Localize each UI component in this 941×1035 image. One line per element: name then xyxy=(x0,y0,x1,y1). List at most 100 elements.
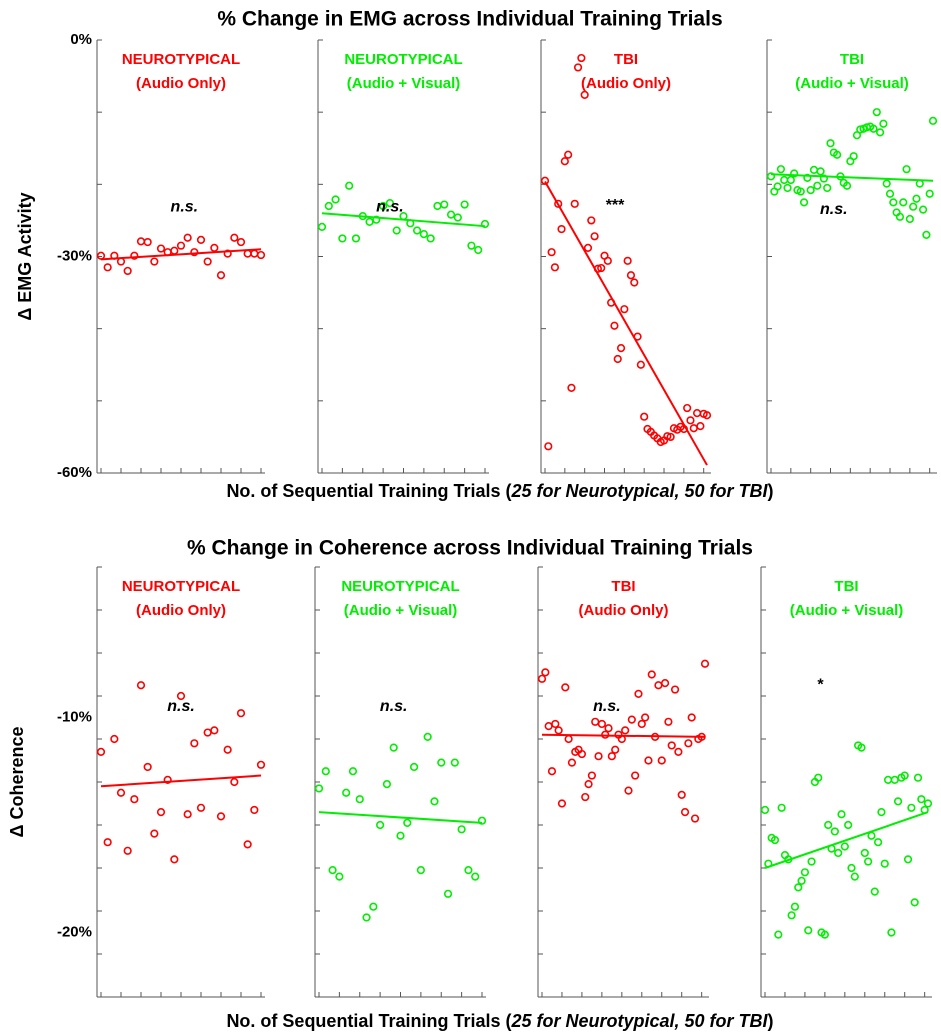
panel-label-group: TBI xyxy=(614,51,638,68)
data-point xyxy=(389,743,398,752)
data-point xyxy=(833,150,842,159)
data-point xyxy=(870,887,879,896)
coherence-chart: % Change in Coherence across Individual … xyxy=(7,537,933,1031)
data-point xyxy=(905,214,914,224)
data-point xyxy=(928,116,938,125)
data-point xyxy=(641,713,650,722)
data-point xyxy=(480,219,490,229)
data-point xyxy=(236,237,246,247)
significance-label: n.s. xyxy=(820,201,848,218)
data-point xyxy=(314,784,324,793)
data-point xyxy=(670,685,680,694)
data-point xyxy=(321,767,330,776)
data-point xyxy=(689,424,698,433)
data-point xyxy=(150,829,159,838)
data-point xyxy=(849,152,858,161)
data-point xyxy=(547,248,556,257)
data-point xyxy=(351,234,361,243)
data-point xyxy=(786,175,795,185)
data-point xyxy=(355,795,364,804)
data-point xyxy=(170,855,179,864)
data-point xyxy=(210,726,219,735)
trend-line xyxy=(544,180,708,466)
data-point xyxy=(823,183,832,193)
data-point xyxy=(541,668,550,677)
data-point xyxy=(196,235,206,245)
data-point xyxy=(864,857,873,866)
data-point xyxy=(637,719,646,729)
coherence-panel-4: TBI (Audio + Visual) * xyxy=(760,566,933,998)
data-point xyxy=(806,186,815,195)
data-point xyxy=(190,739,199,748)
data-point xyxy=(250,805,259,815)
data-point xyxy=(136,681,146,690)
data-point xyxy=(607,752,616,761)
data-point xyxy=(907,803,916,812)
data-point xyxy=(663,432,672,441)
data-point xyxy=(587,771,596,780)
data-point xyxy=(143,237,152,247)
data-point xyxy=(443,889,453,898)
data-point xyxy=(813,181,822,190)
data-point xyxy=(597,263,606,273)
data-point xyxy=(453,213,462,222)
data-point xyxy=(770,835,780,845)
data-point xyxy=(176,691,186,701)
panel-label-condition: (Audio + Visual) xyxy=(347,75,461,92)
data-point xyxy=(437,758,446,767)
data-point xyxy=(630,278,639,287)
coherence-y-axis-label: Δ Coherence xyxy=(7,727,27,838)
data-point xyxy=(580,90,589,99)
data-point xyxy=(912,194,921,203)
data-point xyxy=(857,743,866,752)
data-point xyxy=(385,198,395,208)
data-point xyxy=(328,866,337,875)
significance-label: n.s. xyxy=(167,698,195,715)
data-point xyxy=(847,863,856,873)
data-point xyxy=(819,174,828,183)
data-point xyxy=(910,898,919,907)
data-point xyxy=(450,758,459,767)
data-point xyxy=(657,756,666,765)
data-point xyxy=(156,807,166,817)
data-point xyxy=(583,243,593,252)
data-point xyxy=(794,883,803,892)
panel-label-condition: (Audio + Visual) xyxy=(795,75,909,92)
data-point xyxy=(877,807,886,817)
panel-label-condition: (Audio Only) xyxy=(136,602,226,619)
data-point xyxy=(210,243,219,252)
data-point xyxy=(577,53,586,63)
data-point xyxy=(594,752,603,761)
data-point xyxy=(446,210,456,219)
trend-line xyxy=(100,774,262,788)
data-point xyxy=(610,321,619,330)
data-point xyxy=(692,409,702,418)
data-point xyxy=(560,157,569,166)
data-point xyxy=(423,732,432,741)
data-point xyxy=(882,179,891,188)
data-point xyxy=(900,771,909,780)
data-point xyxy=(903,855,913,864)
data-point xyxy=(603,256,612,265)
data-point xyxy=(889,198,898,207)
data-point xyxy=(591,717,600,726)
significance-label: n.s. xyxy=(171,199,199,216)
data-point xyxy=(116,788,126,797)
data-point xyxy=(392,226,401,235)
data-point xyxy=(230,233,239,242)
emg-chart: % Change in EMG across Individual Traini… xyxy=(15,8,938,501)
trend-line xyxy=(770,173,934,182)
data-point xyxy=(773,182,782,191)
data-point xyxy=(869,124,878,133)
data-point xyxy=(317,222,327,232)
data-point xyxy=(457,825,466,834)
emg-x-axis-label-suffix: ) xyxy=(768,481,774,501)
data-point xyxy=(477,816,487,825)
coherence-panel-1: NEUROTYPICAL (Audio Only) n.s. xyxy=(96,566,266,998)
data-point xyxy=(554,726,563,735)
data-point xyxy=(376,820,385,830)
data-point xyxy=(700,659,710,668)
trend-line xyxy=(541,733,706,738)
data-point xyxy=(852,131,862,140)
